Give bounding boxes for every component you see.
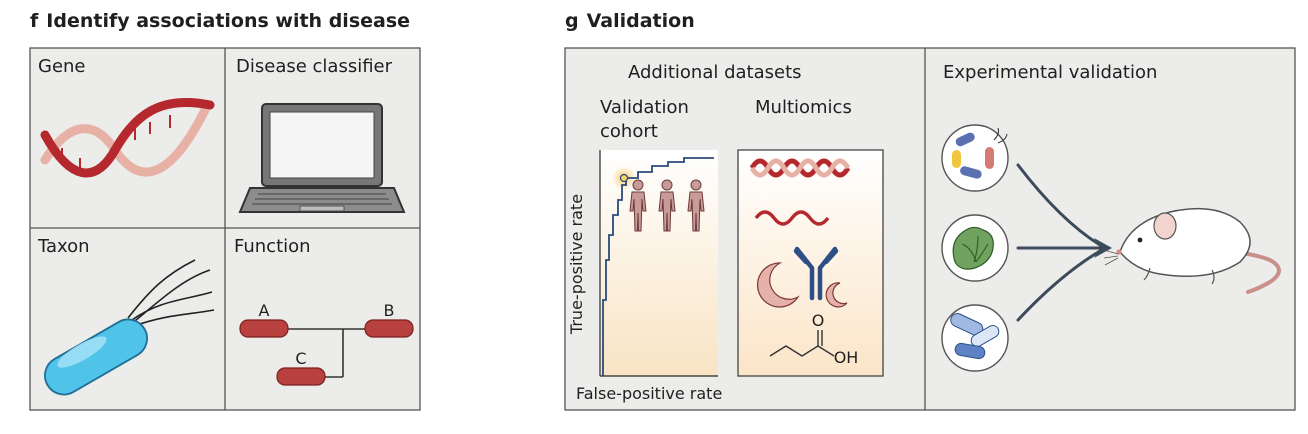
taxon-label: Taxon bbox=[38, 236, 90, 257]
dna-small-icon bbox=[749, 158, 851, 178]
panel-f-title-text: Identify associations with disease bbox=[46, 10, 411, 32]
metabolite-icon bbox=[769, 330, 835, 357]
arrow-head bbox=[1094, 238, 1112, 258]
roc-x-label: False-positive rate bbox=[576, 384, 723, 403]
mouse-icon bbox=[1103, 207, 1281, 294]
node-b bbox=[364, 319, 414, 338]
panel-g-title-text: Validation bbox=[586, 10, 695, 32]
panel-f-title: f Identify associations with disease bbox=[30, 10, 410, 32]
chem-oh-label: OH bbox=[834, 348, 859, 367]
panel-g-title: g Validation bbox=[565, 10, 695, 32]
protein-icon bbox=[756, 262, 848, 308]
chem-o-label: O bbox=[812, 311, 825, 330]
experimental-validation-label: Experimental validation bbox=[943, 62, 1158, 83]
node-b-label: B bbox=[384, 301, 395, 320]
microbe-circle bbox=[941, 124, 1009, 192]
function-label: Function bbox=[234, 236, 311, 257]
additional-datasets-label: Additional datasets bbox=[628, 62, 802, 83]
bacterium-icon bbox=[44, 259, 215, 396]
panel-f-letter: f bbox=[30, 10, 39, 32]
capsule-icon bbox=[941, 304, 1009, 372]
roc-curve bbox=[602, 157, 714, 376]
multiomics-label: Multiomics bbox=[755, 97, 852, 118]
panel-g-letter: g bbox=[565, 10, 579, 32]
gene-label: Gene bbox=[38, 56, 86, 77]
roc-point bbox=[619, 173, 629, 183]
node-c bbox=[276, 367, 326, 386]
dna-icon bbox=[40, 97, 215, 178]
validation-cohort-label-line2: cohort bbox=[600, 121, 658, 142]
validation-cohort-label-line1: Validation bbox=[600, 97, 689, 118]
lettuce-icon bbox=[941, 214, 1009, 282]
node-a bbox=[239, 319, 289, 338]
node-a-label: A bbox=[259, 301, 270, 320]
node-c-label: C bbox=[295, 349, 306, 368]
rna-icon bbox=[754, 210, 830, 226]
roc-y-label: True-positive rate bbox=[567, 194, 586, 335]
converging-arrows bbox=[1016, 163, 1102, 322]
disease-classifier-label: Disease classifier bbox=[236, 56, 393, 77]
function-network bbox=[239, 319, 414, 386]
antibody-icon bbox=[793, 246, 839, 301]
human-figure-icon bbox=[629, 179, 705, 232]
laptop-icon bbox=[238, 103, 406, 213]
